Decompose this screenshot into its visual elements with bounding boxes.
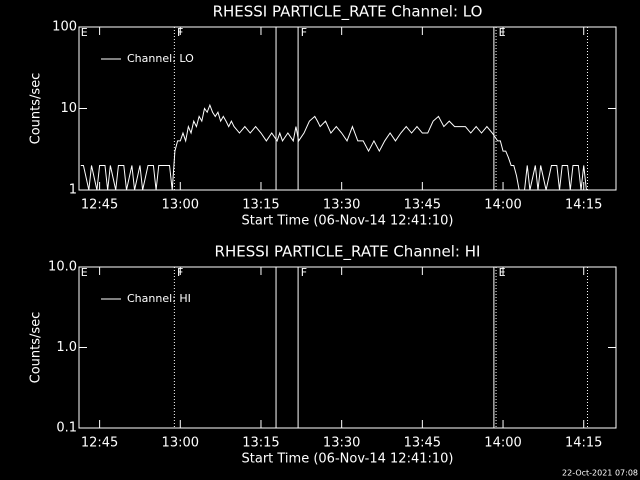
chart-title: RHESSI PARTICLE_RATE Channel: LO xyxy=(213,3,483,22)
footer: 22-Oct-2021 07:08 xyxy=(562,469,638,478)
x-tick-label: 14:15 xyxy=(565,198,602,213)
marker-label: E xyxy=(81,26,88,39)
x-tick-label: 14:15 xyxy=(565,436,602,451)
y-tick-label: 100 xyxy=(52,20,77,35)
chart-title: RHESSI PARTICLE_RATE Channel: HI xyxy=(215,243,481,262)
x-tick-label: 13:45 xyxy=(404,198,441,213)
legend-label: Channel: HI xyxy=(127,292,191,305)
x-tick-label: 13:00 xyxy=(162,198,199,213)
x-tick-label: 12:45 xyxy=(81,198,118,213)
data-line xyxy=(80,103,587,191)
x-tick-label: 13:15 xyxy=(242,436,279,451)
y-axis-label: Counts/sec xyxy=(29,312,44,384)
marker-label: E xyxy=(81,266,88,279)
x-tick-label: 14:00 xyxy=(484,436,521,451)
x-tick-label: 13:30 xyxy=(323,436,360,451)
x-axis-label: Start Time (06-Nov-14 12:41:10) xyxy=(242,452,454,467)
y-tick-label: 10.0 xyxy=(48,260,77,275)
marker-label: F xyxy=(177,26,183,39)
marker-label: F xyxy=(301,26,307,39)
y-tick-label: 1 xyxy=(69,183,77,198)
y-tick-label: 1.0 xyxy=(56,340,77,355)
marker-label: F xyxy=(177,266,183,279)
legend-label: Channel: LO xyxy=(127,52,194,65)
y-tick-label: 0.1 xyxy=(56,421,77,436)
x-tick-label: 13:45 xyxy=(404,436,441,451)
marker-label: E xyxy=(499,26,506,39)
y-tick-label: 10 xyxy=(60,101,77,116)
x-tick-label: 13:00 xyxy=(162,436,199,451)
x-tick-label: 13:30 xyxy=(323,198,360,213)
x-axis-label: Start Time (06-Nov-14 12:41:10) xyxy=(242,214,454,229)
x-tick-label: 14:00 xyxy=(484,198,521,213)
y-axis-label: Counts/sec xyxy=(29,73,44,145)
marker-label: E xyxy=(499,266,506,279)
x-tick-label: 12:45 xyxy=(81,436,118,451)
x-tick-label: 13:15 xyxy=(242,198,279,213)
marker-label: F xyxy=(301,266,307,279)
